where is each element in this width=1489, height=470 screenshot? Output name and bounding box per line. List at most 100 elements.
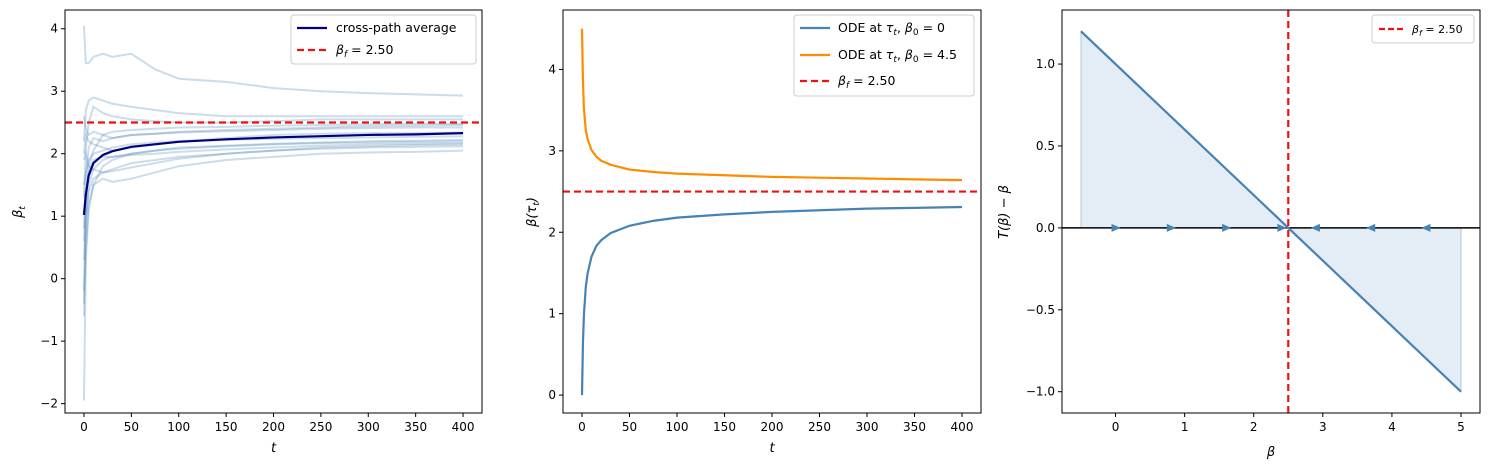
x-tick-label: 250	[808, 420, 831, 434]
x-tick-label: 400	[452, 420, 475, 434]
y-tick-label: 1.0	[1036, 57, 1055, 71]
x-tick-label: 100	[167, 420, 190, 434]
x-tick-label: 0	[1112, 420, 1120, 434]
y-tick-label: −1	[40, 334, 58, 348]
legend-ode-high-beta: β	[904, 47, 913, 62]
y-tick-label: −0.5	[1026, 303, 1055, 317]
legend-bf-sub: f	[1419, 29, 1423, 38]
y-tick-label: 2	[50, 147, 58, 161]
y-tick-label: −1.0	[1026, 385, 1055, 399]
x-tick-label: 350	[903, 420, 926, 434]
sample-path-line	[82, 143, 464, 260]
y-axis-label-sub: t	[532, 202, 542, 206]
right-arrow-icon	[1277, 223, 1287, 232]
left-arrow-icon	[1421, 223, 1431, 232]
x-tick-label: 300	[357, 420, 380, 434]
y-axis-label: βt	[11, 206, 28, 219]
legend-bf-sub: f	[344, 50, 349, 60]
direction-arrows	[1111, 223, 1431, 232]
left-arrow-icon	[1366, 223, 1376, 232]
x-tick-label: 300	[856, 420, 879, 434]
legend-ode-high-label: ODE at τt, β0 = 4.5	[838, 47, 957, 65]
legend-ode-high-b: ,	[897, 47, 905, 62]
legend-bf-label: βf = 2.50	[837, 73, 895, 91]
legend-ode-high-a: ODE at	[838, 47, 886, 62]
x-tick-label: 350	[404, 420, 427, 434]
y-tick-label: 4	[50, 22, 58, 36]
sample-path-line	[82, 25, 464, 97]
left-arrow-icon	[1310, 223, 1320, 232]
legend-bf-value: = 2.50	[849, 73, 895, 88]
sample-path-line	[82, 135, 464, 186]
y-ticks: −1.0 −0.5 0.0 0.5 1.0	[1026, 57, 1062, 399]
x-ticks: 0 1 2 3 4 5	[1112, 413, 1465, 434]
sample-path-line	[82, 142, 464, 292]
legend-ode-low-label: ODE at τt, β0 = 0	[838, 20, 945, 38]
y-tick-label: 0	[50, 272, 58, 286]
x-tick-label: 400	[951, 420, 974, 434]
sample-path-line	[82, 116, 464, 140]
legend-ode-low-tau: τ	[886, 20, 894, 35]
y-axis-label: β(τt)	[525, 197, 542, 228]
x-tick-label: 150	[713, 420, 736, 434]
sample-path-line	[82, 122, 464, 304]
x-tick-label: 50	[124, 420, 139, 434]
x-tick-label: 50	[622, 420, 637, 434]
legend-ode-low-beta: β	[904, 20, 913, 35]
sample-path-line	[82, 140, 464, 242]
legend-bf-value: = 2.50	[1422, 23, 1463, 36]
sample-path-line	[82, 138, 464, 401]
x-tick-label: 150	[215, 420, 238, 434]
x-tick-label: 4	[1388, 420, 1396, 434]
sample-path-line	[82, 149, 464, 317]
legend-bf-sub: f	[846, 81, 851, 91]
x-axis-label: β	[1266, 445, 1275, 460]
x-tick-label: 100	[666, 420, 689, 434]
y-axis-label: T(β) − β	[997, 185, 1012, 239]
y-axis-label-base: β	[11, 210, 26, 219]
y-tick-label: 3	[50, 84, 58, 98]
legend: ODE at τt, β0 = 0 ODE at τt, β0 = 4.5 βf…	[793, 14, 975, 97]
right-arrow-icon	[1166, 223, 1176, 232]
x-tick-label: 2	[1250, 420, 1258, 434]
x-tick-label: 250	[309, 420, 332, 434]
legend-ode-high-betasub: 0	[913, 55, 919, 65]
x-tick-label: 200	[761, 420, 784, 434]
y-axis-label-sub: t	[18, 206, 28, 210]
y-tick-label: 3	[548, 144, 556, 158]
ode-beta0-0-line	[580, 205, 963, 396]
legend-bf-base: β	[837, 73, 846, 88]
legend-bf-label: βf = 2.50	[335, 42, 393, 60]
cross-path-average-line	[82, 131, 464, 216]
x-tick-label: 0	[80, 420, 88, 434]
y-axis-label-base: β(τ	[525, 206, 540, 228]
sample-path-line	[82, 126, 464, 229]
sample-path-line	[82, 96, 464, 142]
legend-ode-low-a: ODE at	[838, 20, 886, 35]
y-tick-label: 1	[548, 307, 556, 321]
x-tick-label: 200	[262, 420, 285, 434]
x-axis-label: t	[769, 441, 775, 456]
legend: cross-path average βf = 2.50	[290, 14, 477, 65]
legend-bf-base: β	[335, 42, 344, 57]
x-axis-label: t	[271, 441, 277, 456]
x-tick-label: 5	[1457, 420, 1465, 434]
legend-bf-base: β	[1411, 23, 1419, 36]
legend-ode-low-tausub: t	[893, 28, 897, 38]
legend-average-label: cross-path average	[336, 20, 457, 35]
ode-beta0-4-5-line	[580, 28, 963, 182]
x-tick-label: 3	[1319, 420, 1327, 434]
legend: βf = 2.50	[1371, 14, 1475, 44]
y-tick-label: 4	[548, 62, 556, 76]
x-ticks: 0 50 100 150 200 250 300 350 400	[578, 413, 973, 434]
y-tick-label: 0.5	[1036, 139, 1055, 153]
y-tick-label: −2	[40, 397, 58, 411]
legend-ode-high-tau: τ	[886, 47, 894, 62]
sample-path-line	[82, 105, 464, 198]
x-tick-label: 1	[1181, 420, 1189, 434]
y-ticks: −2 −1 0 1 2 3 4	[40, 22, 65, 411]
right-arrow-icon	[1111, 223, 1121, 232]
